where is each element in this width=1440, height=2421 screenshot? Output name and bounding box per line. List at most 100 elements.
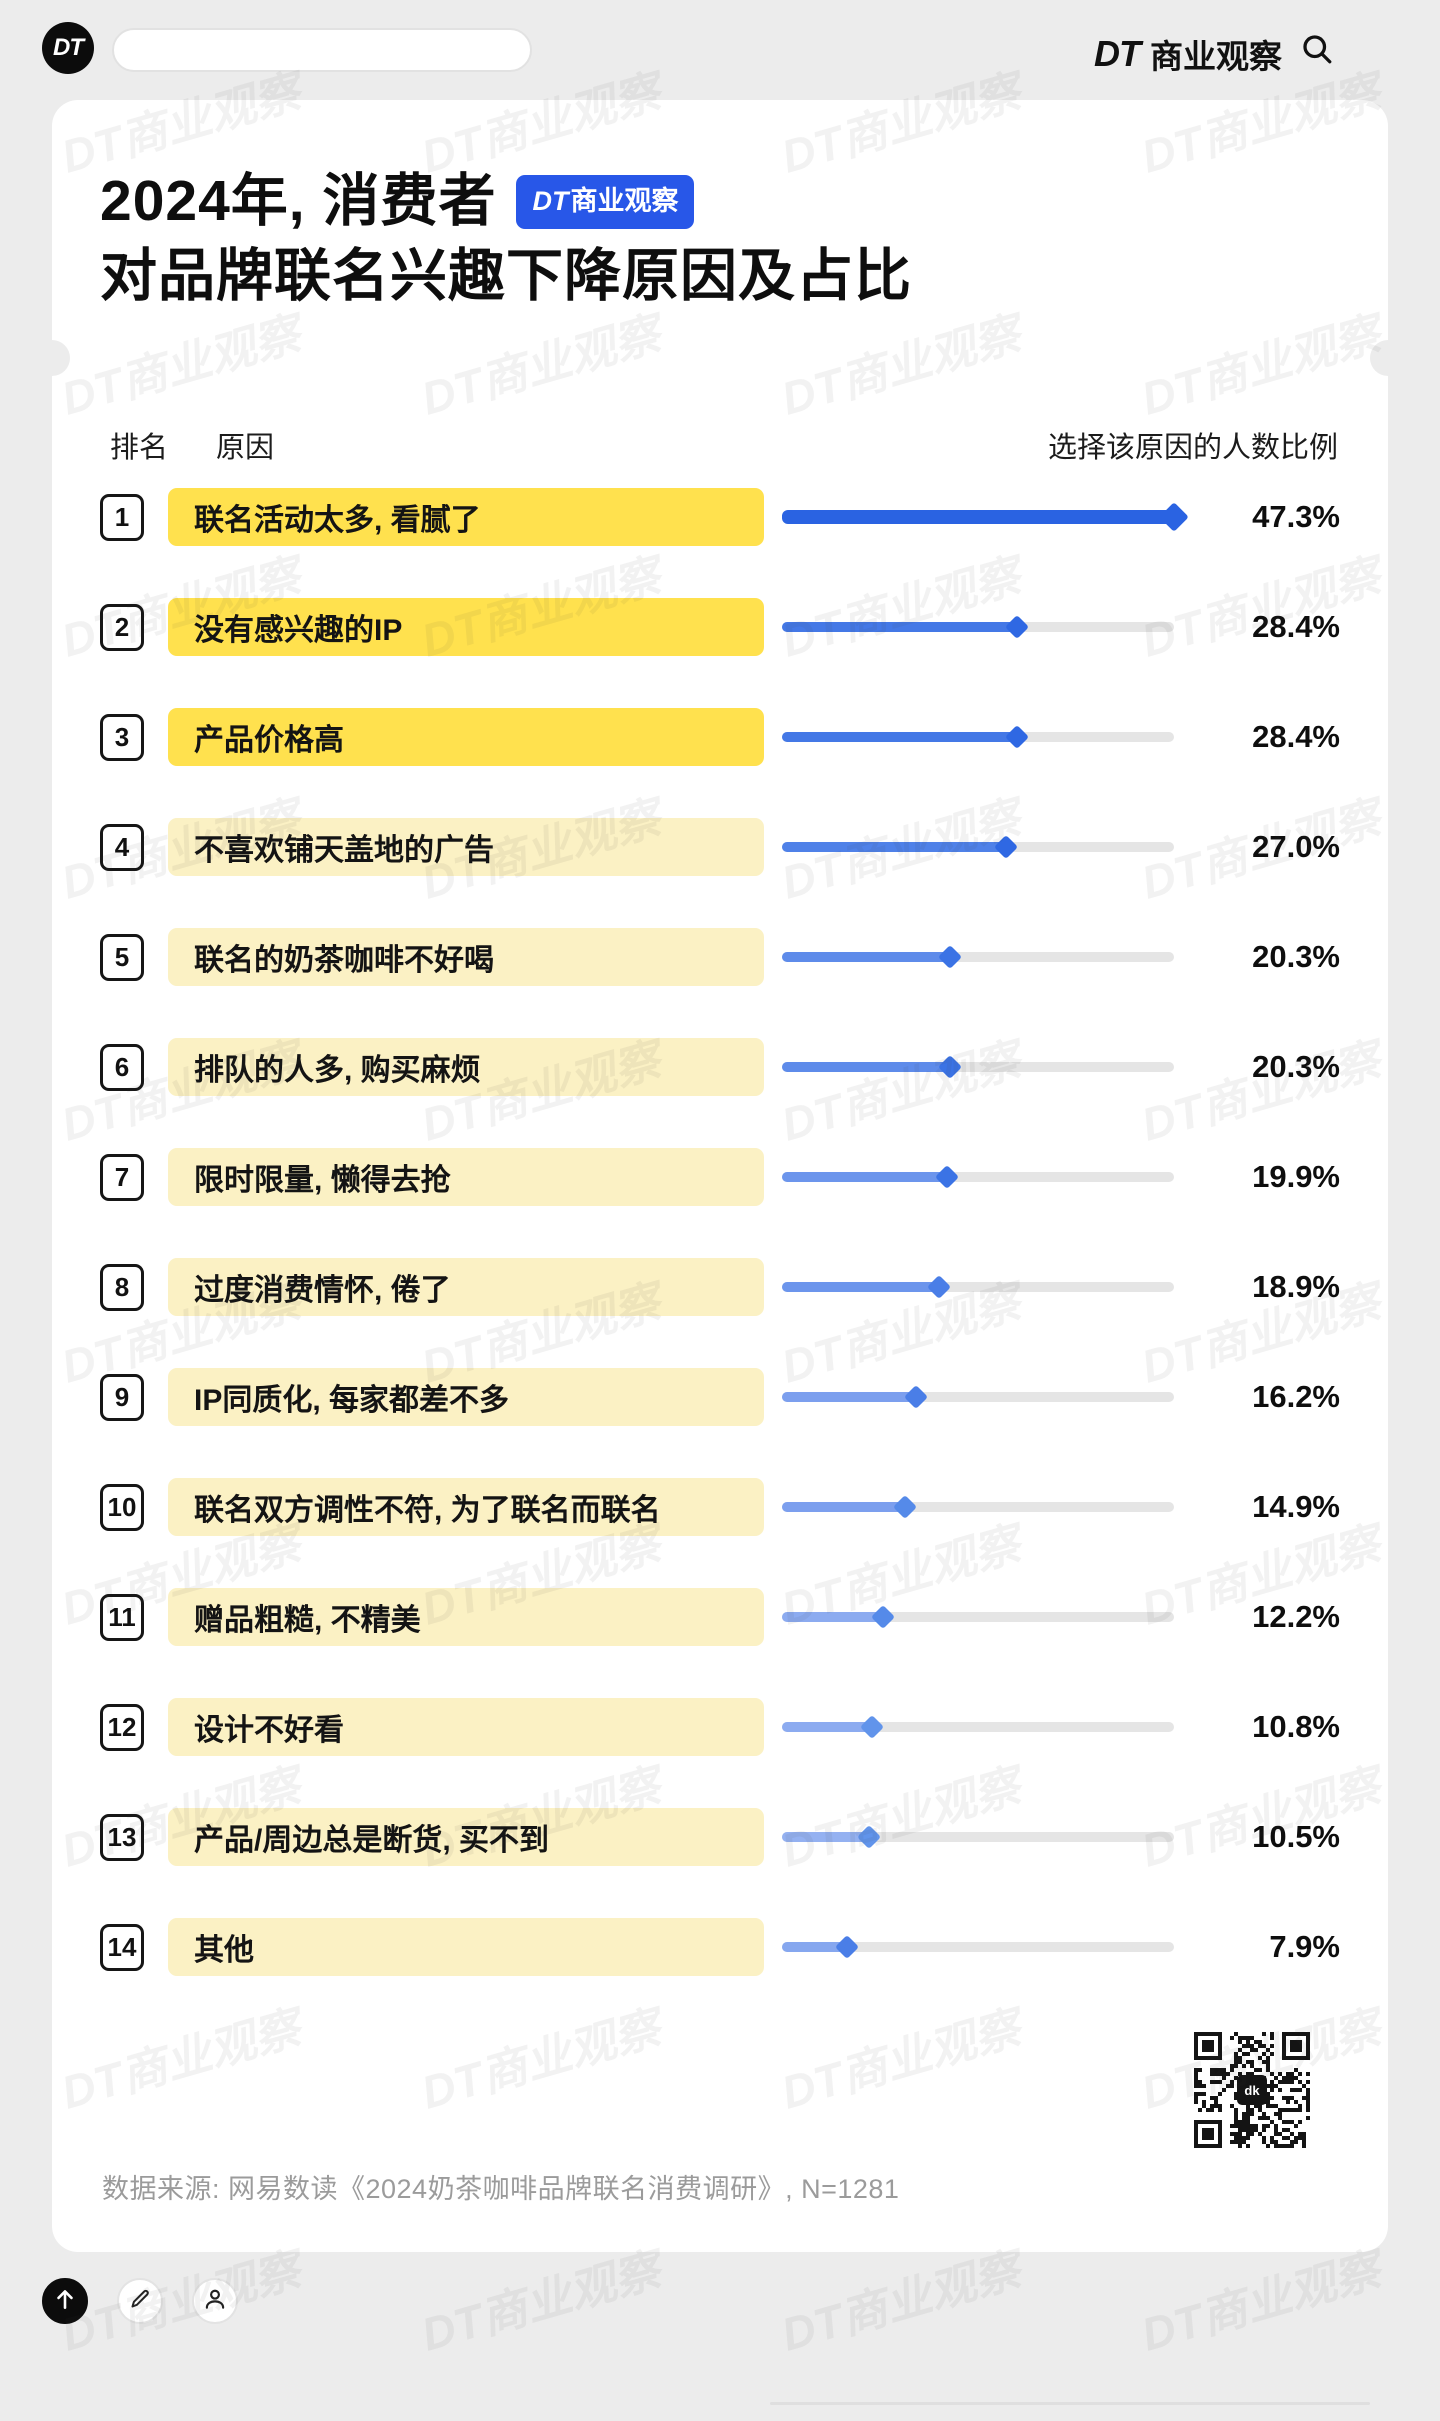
search-icon [1299,31,1335,72]
rank-badge: 5 [100,933,144,981]
bar-track [782,1275,1174,1300]
rank-badge: 11 [100,1593,144,1641]
reason-label: 过度消费情怀, 倦了 [168,1258,764,1317]
bar-fill [782,1172,947,1183]
rank-badge: 13 [100,1813,144,1861]
chart-row: 13 产品/周边总是断货, 买不到 10.5% [100,1808,1340,1867]
chart-row: 8 过度消费情怀, 倦了 18.9% [100,1258,1340,1317]
diamond-marker [835,1935,860,1960]
card-notch-right [1370,340,1406,376]
bar-fill [782,732,1018,743]
title-line1: 2024年, 消费者 [100,169,497,233]
diamond-marker [926,1275,951,1300]
reason-label: 设计不好看 [168,1698,764,1757]
profile-button[interactable] [192,2278,238,2324]
value-label: 19.9% [1252,1159,1340,1195]
pencil-icon [128,2287,152,2316]
column-header-value: 选择该原因的人数比例 [1047,432,1338,465]
bar-track [782,1605,1174,1630]
bar-track [782,1165,1174,1190]
reason-label: IP同质化, 每家都差不多 [168,1368,764,1427]
chart-rows: 1 联名活动太多, 看腻了 47.3% 2 没有感兴趣的IP 28.4% 3 产… [100,488,1340,1977]
reason-label: 不喜欢铺天盖地的广告 [168,818,764,877]
chart-row: 9 IP同质化, 每家都差不多 16.2% [100,1368,1340,1427]
diamond-marker [871,1605,896,1630]
reason-label: 赠品粗糙, 不精美 [168,1588,764,1647]
rank-badge: 4 [100,823,144,871]
bar-fill [782,1392,917,1403]
column-header-rank: 排名 [110,432,169,465]
reason-label: 其他 [168,1918,764,1977]
reason-label: 没有感兴趣的IP [168,598,764,657]
chart-row: 14 其他 7.9% [100,1918,1340,1977]
chart-row: 12 设计不好看 10.8% [100,1698,1340,1757]
diamond-marker [1005,725,1030,750]
reason-label: 产品价格高 [168,708,764,767]
share-button[interactable] [42,2278,88,2324]
badge-name: 商业观察 [570,186,679,216]
dt-logo[interactable]: DT [42,22,94,74]
value-label: 16.2% [1252,1379,1340,1415]
data-source-note: 数据来源: 网易数读《2024奶茶咖啡品牌联名消费调研》, N=1281 [102,2174,900,2204]
chart-row: 6 排队的人多, 购买麻烦 20.3% [100,1038,1340,1097]
bar-track [782,502,1189,533]
diamond-marker [938,945,963,970]
diamond-marker [893,1495,918,1520]
card-notch-left [34,340,70,376]
title-brand-badge: DT商业观察 [516,175,695,229]
value-label: 28.4% [1252,609,1340,645]
rank-badge: 2 [100,603,144,651]
bar-track [782,1715,1174,1740]
infographic-card: 2024年, 消费者 DT商业观察 对品牌联名兴趣下降原因及占比 排名 原因 选择… [34,100,1406,2252]
value-label: 27.0% [1252,829,1340,865]
bar-track [782,1055,1174,1080]
bar-track [782,945,1174,970]
chart-row: 3 产品价格高 28.4% [100,708,1340,767]
diamond-marker [934,1165,959,1190]
value-label: 28.4% [1252,719,1340,755]
chart-row: 5 联名的奶茶咖啡不好喝 20.3% [100,928,1340,987]
qr-code: dk [1194,2032,1310,2148]
qr-center-logo: dk [1237,2075,1267,2105]
page-title: 2024年, 消费者 DT商业观察 对品牌联名兴趣下降原因及占比 [100,164,1340,314]
value-label: 10.8% [1252,1709,1340,1745]
reason-label: 联名的奶茶咖啡不好喝 [168,928,764,987]
bar-fill [782,1612,884,1623]
bar-fill [782,952,951,963]
value-label: 20.3% [1252,939,1340,975]
badge-dt-mark: DT [532,186,569,216]
diamond-marker [904,1385,929,1410]
topbar-pill-input[interactable] [112,28,532,72]
chart-row: 1 联名活动太多, 看腻了 47.3% [100,488,1340,547]
value-label: 14.9% [1252,1489,1340,1525]
bar-fill [782,1062,951,1073]
reason-label: 排队的人多, 购买麻烦 [168,1038,764,1097]
bar-fill [782,842,1006,853]
bar-fill [782,622,1018,633]
rank-badge: 8 [100,1263,144,1311]
bar-track [782,1825,1174,1850]
reason-label: 产品/周边总是断货, 买不到 [168,1808,764,1867]
value-label: 20.3% [1252,1049,1340,1085]
bar-fill [782,1282,939,1293]
diamond-marker [856,1825,882,1850]
bar-fill [782,1502,906,1513]
diamond-marker [859,1715,884,1740]
brand-title: DT 商业观察 [1094,30,1282,78]
value-label: 7.9% [1269,1929,1340,1965]
person-icon [202,2286,228,2317]
reason-label: 联名双方调性不符, 为了联名而联名 [168,1478,764,1537]
value-label: 18.9% [1252,1269,1340,1305]
search-button[interactable] [1294,28,1340,74]
edit-button[interactable] [117,2278,163,2324]
bar-track [782,1495,1174,1520]
chart-row: 4 不喜欢铺天盖地的广告 27.0% [100,818,1340,877]
bar-track [782,1935,1174,1960]
bottom-divider [770,2402,1370,2405]
brand-name: 商业观察 [1150,38,1282,75]
value-label: 12.2% [1252,1599,1340,1635]
rank-badge: 10 [100,1483,144,1531]
rank-badge: 6 [100,1043,144,1091]
bar-fill [782,1832,870,1843]
diamond-marker [1005,615,1030,640]
